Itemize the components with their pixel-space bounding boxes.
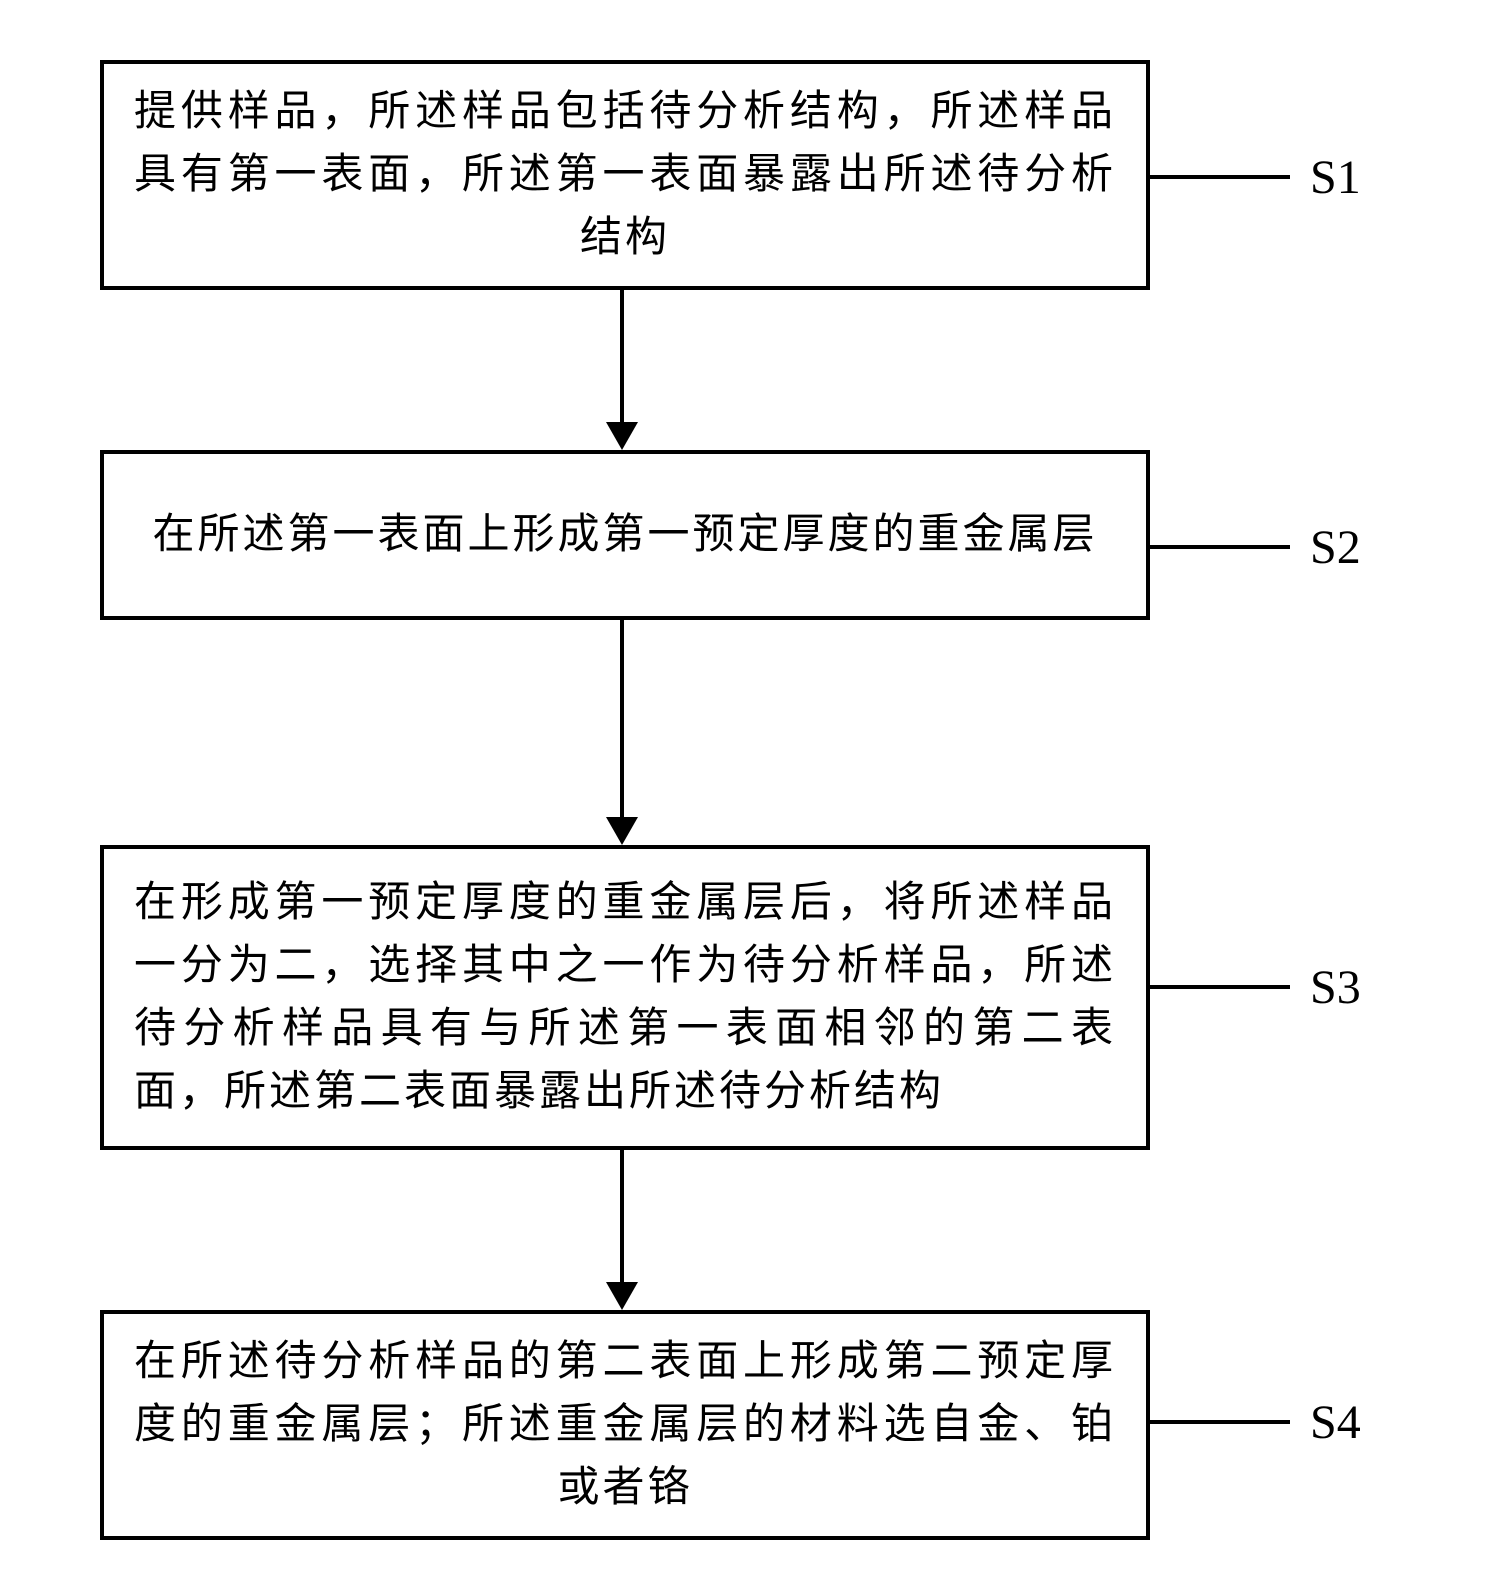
step-box-s1: 提供样品，所述样品包括待分析结构，所述样品具有第一表面，所述第一表面暴露出所述待… bbox=[100, 60, 1150, 290]
step-text-s4: 在所述待分析样品的第二表面上形成第二预定厚度的重金属层；所述重金属层的材料选自金… bbox=[134, 1331, 1116, 1520]
arrow-s1-s2 bbox=[606, 422, 638, 450]
flowchart-container: 提供样品，所述样品包括待分析结构，所述样品具有第一表面，所述第一表面暴露出所述待… bbox=[0, 0, 1510, 1593]
label-line-s1 bbox=[1150, 175, 1290, 179]
step-box-s4: 在所述待分析样品的第二表面上形成第二预定厚度的重金属层；所述重金属层的材料选自金… bbox=[100, 1310, 1150, 1540]
step-text-s1: 提供样品，所述样品包括待分析结构，所述样品具有第一表面，所述第一表面暴露出所述待… bbox=[134, 81, 1116, 270]
connector-s1-s2 bbox=[620, 290, 624, 425]
step-box-s3: 在形成第一预定厚度的重金属层后，将所述样品一分为二，选择其中之一作为待分析样品，… bbox=[100, 845, 1150, 1150]
label-line-s4 bbox=[1150, 1420, 1290, 1424]
arrow-s2-s3 bbox=[606, 817, 638, 845]
step-text-s3: 在形成第一预定厚度的重金属层后，将所述样品一分为二，选择其中之一作为待分析样品，… bbox=[134, 872, 1116, 1124]
arrow-s3-s4 bbox=[606, 1282, 638, 1310]
step-label-s3: S3 bbox=[1310, 960, 1361, 1015]
connector-s3-s4 bbox=[620, 1150, 624, 1285]
label-line-s3 bbox=[1150, 985, 1290, 989]
step-label-s1: S1 bbox=[1310, 150, 1361, 205]
step-label-s2: S2 bbox=[1310, 520, 1361, 575]
step-label-s4: S4 bbox=[1310, 1395, 1361, 1450]
label-line-s2 bbox=[1150, 545, 1290, 549]
connector-s2-s3 bbox=[620, 620, 624, 820]
step-box-s2: 在所述第一表面上形成第一预定厚度的重金属层 bbox=[100, 450, 1150, 620]
step-text-s2: 在所述第一表面上形成第一预定厚度的重金属层 bbox=[152, 504, 1097, 567]
